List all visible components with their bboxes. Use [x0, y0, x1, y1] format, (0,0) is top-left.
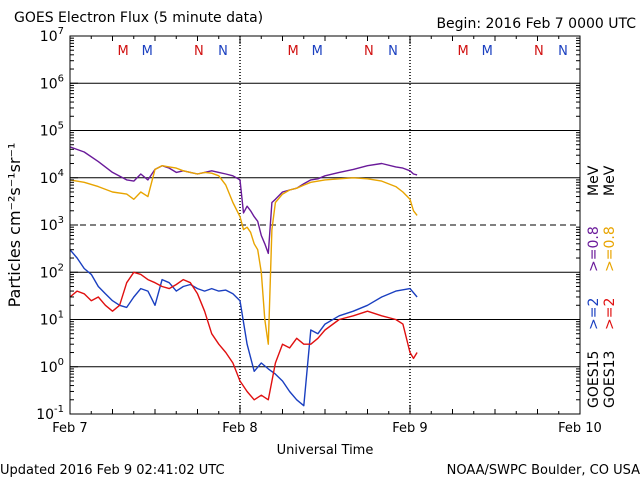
x-axis-ticks: Feb 7 Feb 8 Feb 9 Feb 10 [52, 36, 602, 436]
y-tick-label: 105 [40, 121, 64, 140]
noon-marker: M [118, 44, 129, 59]
legend-label: >=2 [586, 298, 602, 330]
legend: GOES15 >=2 >=0.8 MeV GOES13 >=2 >=0.8 MeV [586, 165, 618, 408]
noon-marker: M [312, 44, 323, 59]
x-tick-label: Feb 8 [222, 421, 257, 436]
y-tick-label: 100 [40, 357, 64, 376]
y-tick-label: 106 [40, 73, 64, 92]
y-axis-label: Particles cm⁻²s⁻¹sr⁻¹ [5, 143, 24, 308]
y-tick-label: 104 [40, 168, 64, 187]
legend-label: >=2 [602, 298, 618, 330]
noon-marker: N [534, 44, 544, 59]
legend-label: MeV [602, 165, 618, 196]
x-tick-label: Feb 7 [52, 421, 87, 436]
series-goes15-0-8-mev [69, 146, 418, 255]
y-tick-label: 103 [40, 215, 64, 234]
x-axis-label: Universal Time [277, 443, 374, 458]
source-credit: NOAA/SWPC Boulder, CO USA [447, 463, 640, 478]
noon-marker: M [482, 44, 493, 59]
noon-marker: N [558, 44, 568, 59]
noon-marker: M [142, 44, 153, 59]
legend-label: >=0.8 [602, 226, 618, 272]
legend-label: GOES15 [586, 351, 602, 408]
series-goes13-2-mev [69, 271, 418, 401]
series-goes15-2-mev [69, 249, 418, 407]
begin-label: Begin: 2016 Feb 7 0000 UTC [436, 16, 636, 32]
noon-marker: M [288, 44, 299, 59]
x-tick-label: Feb 10 [558, 421, 602, 436]
y-tick-label: 10-1 [36, 404, 64, 423]
noon-marker: N [194, 44, 204, 59]
y-tick-label: 107 [40, 26, 64, 45]
y-tick-label: 101 [40, 310, 64, 329]
data-series [69, 146, 418, 407]
legend-label: MeV [586, 165, 602, 196]
noon-marker: M [458, 44, 469, 59]
updated-timestamp: Updated 2016 Feb 9 02:41:02 UTC [0, 463, 225, 478]
grid [70, 36, 580, 414]
legend-label: >=0.8 [586, 226, 602, 272]
x-tick-label: Feb 9 [392, 421, 427, 436]
noon-marker: N [364, 44, 374, 59]
noon-marker: N [388, 44, 398, 59]
legend-label: GOES13 [602, 351, 618, 408]
chart-title: GOES Electron Flux (5 minute data) [14, 10, 263, 26]
y-axis-ticks: 10-1 100 101 102 103 104 105 106 107 [36, 26, 580, 423]
series-goes13-0-8-mev [69, 164, 418, 345]
y-tick-label: 102 [40, 262, 64, 281]
noon-marker: N [218, 44, 228, 59]
